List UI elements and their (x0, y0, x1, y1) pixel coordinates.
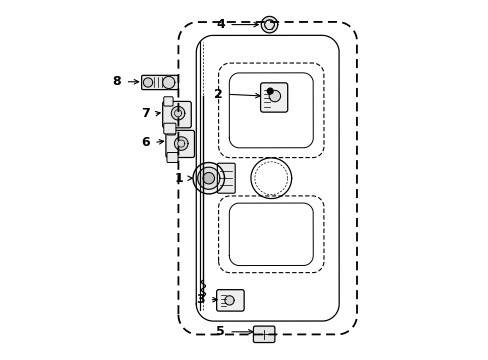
Text: 7: 7 (141, 107, 149, 120)
Text: 1: 1 (175, 172, 183, 185)
Polygon shape (203, 172, 214, 184)
Text: 3: 3 (196, 293, 205, 306)
Text: 2: 2 (214, 88, 223, 101)
FancyBboxPatch shape (217, 163, 235, 193)
Polygon shape (267, 88, 272, 94)
Text: 6: 6 (141, 136, 149, 149)
Polygon shape (193, 162, 224, 194)
FancyBboxPatch shape (260, 83, 287, 112)
FancyBboxPatch shape (163, 102, 191, 128)
Text: 4: 4 (216, 18, 224, 31)
Polygon shape (171, 107, 184, 120)
Polygon shape (174, 137, 188, 150)
Text: 8: 8 (112, 75, 121, 88)
FancyBboxPatch shape (163, 123, 176, 134)
Polygon shape (197, 167, 220, 189)
Polygon shape (163, 76, 175, 89)
FancyBboxPatch shape (142, 75, 178, 90)
Polygon shape (268, 90, 280, 102)
Text: 5: 5 (216, 325, 224, 338)
Polygon shape (224, 296, 234, 305)
Polygon shape (261, 17, 277, 33)
FancyBboxPatch shape (165, 130, 194, 157)
FancyBboxPatch shape (163, 97, 173, 106)
FancyBboxPatch shape (216, 290, 244, 311)
Polygon shape (143, 78, 152, 87)
FancyBboxPatch shape (253, 326, 274, 342)
FancyBboxPatch shape (166, 124, 175, 135)
FancyBboxPatch shape (166, 153, 178, 162)
